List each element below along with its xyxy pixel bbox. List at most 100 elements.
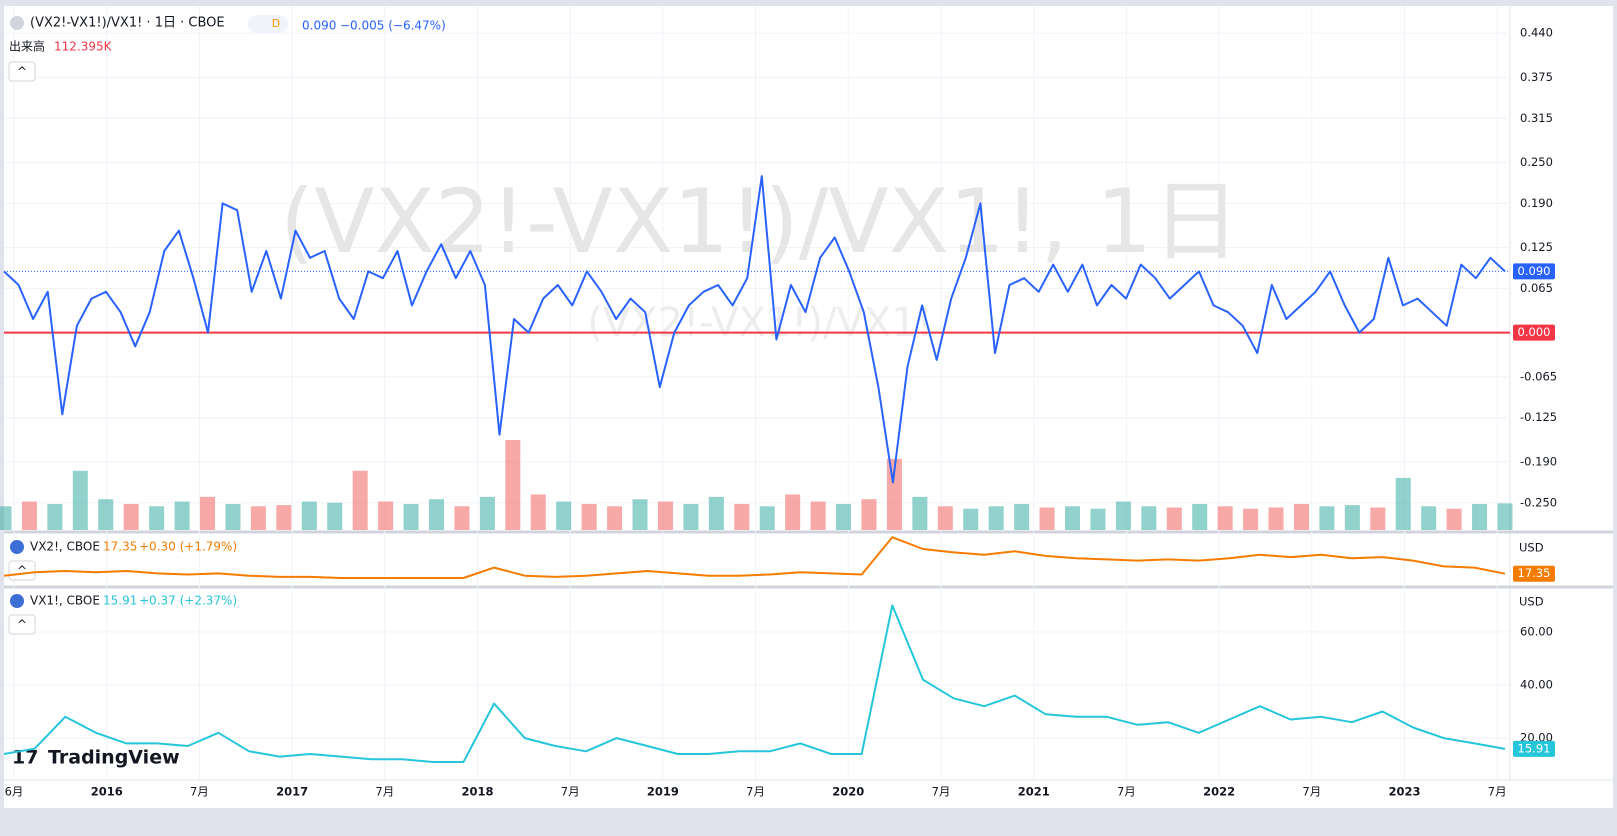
series-line: [3, 175, 1506, 484]
collapse-icon: ^: [17, 618, 27, 632]
currency[interactable]: USD: [1519, 595, 1544, 609]
time-label: 7月: [1302, 785, 1321, 799]
volume-bar: [607, 506, 623, 530]
volume-bar: [378, 501, 394, 530]
volume-bar: [301, 501, 317, 530]
collapse-icon: ^: [17, 564, 27, 578]
volume-bar: [988, 506, 1004, 530]
volume-bar: [1268, 507, 1284, 530]
y-tick-label: 0.065: [1520, 281, 1553, 295]
y-tick-label: 0.190: [1520, 196, 1553, 210]
badge: [248, 15, 288, 33]
volume-label: 出来高: [9, 39, 45, 54]
y-tick-label: -0.250: [1520, 495, 1557, 509]
volume-bar: [1344, 505, 1360, 530]
volume-bar: [683, 503, 699, 530]
y-tick-label: 0.315: [1520, 111, 1553, 125]
volume-bar: [632, 499, 648, 530]
currency[interactable]: USD: [1519, 541, 1544, 555]
volume-bar: [98, 499, 114, 530]
volume-bar: [1370, 507, 1386, 530]
legend-name: VX2!, CBOE: [30, 540, 100, 554]
volume-bar: [0, 506, 12, 530]
y-tick-label: 0.440: [1520, 26, 1553, 40]
price-badge: [1513, 740, 1555, 757]
series-line: [3, 536, 1506, 579]
legend-change: +0.37 (+2.37%): [139, 594, 237, 608]
volume-bar: [1090, 508, 1106, 530]
price-badge: [1513, 565, 1555, 582]
volume-bar: [454, 506, 470, 530]
volume-bar: [1141, 506, 1157, 530]
volume-bar: [1319, 506, 1335, 530]
chart-title: (VX2!-VX1!)/VX1! · 1日 · CBOE: [30, 16, 225, 31]
volume-bar: [403, 503, 419, 530]
watermark-sub: (VX2!-VX1!)/VX1!: [587, 300, 933, 346]
volume-bar: [1446, 508, 1462, 530]
brand: TradingView: [48, 747, 180, 769]
volume-bar: [556, 501, 572, 530]
volume-bar: [327, 502, 343, 530]
collapse-icon: ^: [17, 65, 27, 79]
y-tick-label: -0.125: [1520, 410, 1557, 424]
legend-change: −0.005 (−6.47%): [340, 19, 446, 33]
series-line: [3, 604, 1506, 763]
flag-icon: [10, 540, 24, 554]
volume-bar: [1039, 507, 1055, 530]
collapse-button[interactable]: [8, 61, 36, 82]
volume-bar: [530, 494, 546, 530]
volume-bar: [1014, 503, 1030, 530]
volume-bar: [123, 503, 139, 530]
time-label: 2021: [1018, 785, 1050, 799]
time-label: 2022: [1203, 785, 1235, 799]
volume-bar: [657, 501, 673, 530]
price-label: 0.090: [1518, 264, 1551, 278]
volume-bar: [479, 496, 495, 530]
volume-bar: [886, 458, 902, 530]
time-label: 2019: [647, 785, 679, 799]
volume-bar: [785, 494, 801, 530]
time-label: 2017: [276, 785, 308, 799]
time-label: 7月: [1488, 785, 1507, 799]
volume-bar: [352, 470, 368, 530]
volume-bar: [912, 496, 928, 530]
volume-bar: [708, 496, 724, 530]
volume-bar: [174, 501, 190, 530]
y-tick-label: 60.00: [1520, 624, 1553, 638]
legend-price: 17.35: [103, 540, 137, 554]
y-tick-label: 0.250: [1520, 155, 1553, 169]
volume-bar: [1293, 503, 1309, 530]
volume-bar: [759, 506, 775, 530]
volume-bar: [72, 470, 88, 530]
y-tick-label: -0.065: [1520, 369, 1557, 383]
volume-bar: [428, 499, 444, 530]
volume-bar: [1243, 508, 1259, 530]
volume-bar: [1166, 507, 1182, 530]
volume-bar: [937, 506, 953, 530]
legend-name: VX1!, CBOE: [30, 594, 100, 608]
volume-bar: [581, 503, 597, 530]
volume-bar: [1115, 501, 1131, 530]
time-label: 2016: [91, 785, 123, 799]
y-tick-label: 40.00: [1520, 678, 1553, 692]
flag-icon: [10, 594, 24, 608]
time-label: 7月: [561, 785, 580, 799]
volume-bar: [505, 440, 521, 530]
volume-bar: [861, 499, 877, 530]
collapse-button[interactable]: [8, 614, 36, 635]
time-label: 7月: [746, 785, 765, 799]
time-label: 7月: [932, 785, 951, 799]
volume-bar: [734, 503, 750, 530]
legend-price: 0.090: [302, 19, 336, 33]
symbol-icon: [10, 16, 24, 30]
time-label: 6月: [5, 785, 24, 799]
volume-bar: [21, 501, 37, 530]
price-label: 15.91: [1518, 741, 1551, 755]
volume-bar: [1497, 503, 1513, 530]
volume-bar: [250, 506, 266, 530]
legend-price: 15.91: [103, 594, 137, 608]
time-label: 2020: [832, 785, 864, 799]
volume-bar: [1192, 503, 1208, 530]
price-label: 17.35: [1518, 566, 1551, 580]
